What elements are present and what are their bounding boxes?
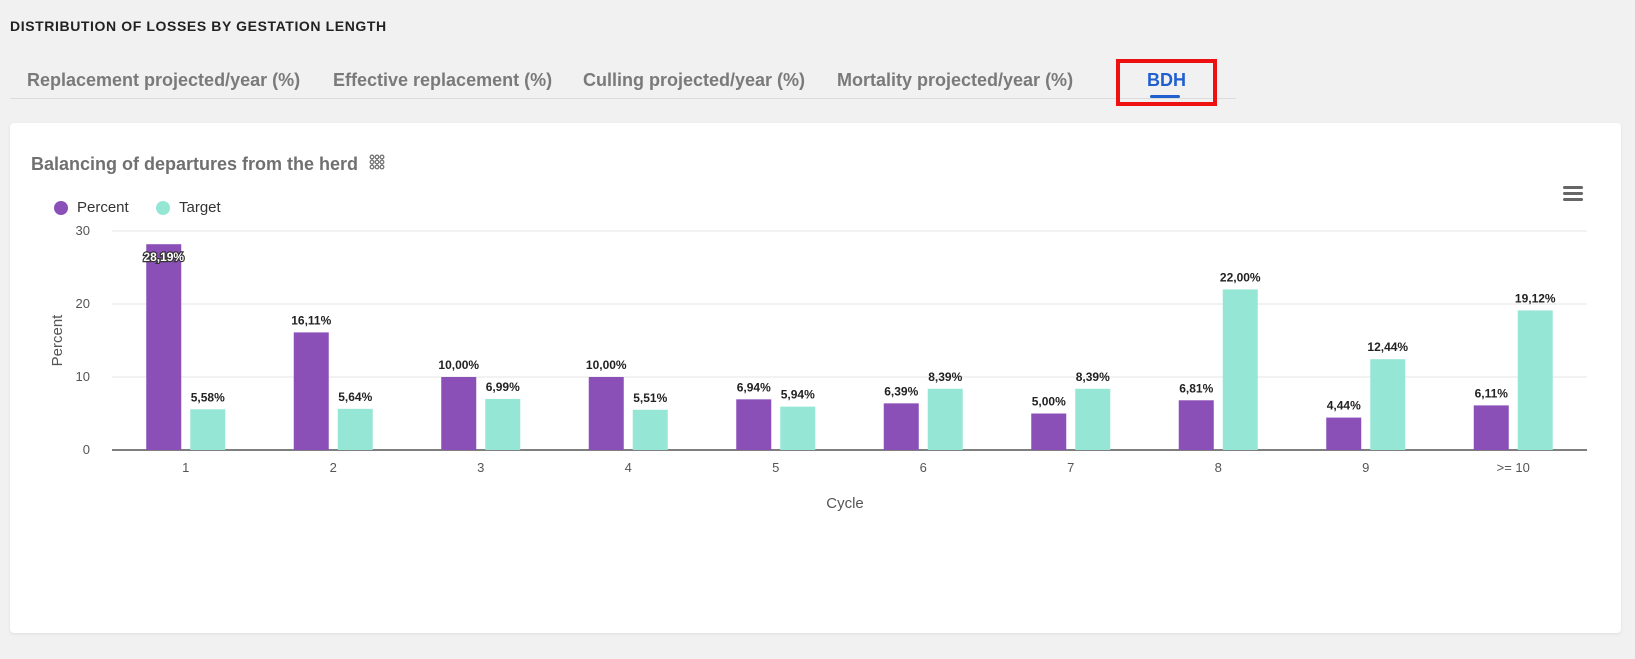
data-label-percent: 28,19% [143, 250, 184, 264]
data-label-percent: 4,44% [1327, 399, 1361, 413]
grid-icon[interactable] [369, 154, 385, 170]
bar-chart: 0 10 20 30 1 28,19% 5,58% 2 16,11% 5,64% 3 10,00% 6,… [49, 223, 1587, 512]
data-label-target: 19,12% [1515, 291, 1556, 305]
bar-target[interactable] [1370, 359, 1406, 450]
bar-percent[interactable] [883, 403, 919, 450]
data-label-target: 12,44% [1367, 340, 1408, 354]
tab-mortality-projected[interactable]: Mortality projected/year (%) [837, 70, 1074, 90]
y-tick-label: 20 [76, 296, 90, 311]
data-label-percent: 6,94% [737, 380, 771, 394]
x-tick-label: 1 [182, 460, 189, 475]
bar-percent[interactable] [293, 332, 329, 450]
data-label-target: 5,51% [633, 391, 667, 405]
data-label-target: 8,39% [928, 370, 962, 384]
data-label-target: 5,94% [781, 388, 815, 402]
data-label-percent: 6,11% [1475, 386, 1509, 400]
bar-target[interactable] [485, 398, 521, 450]
data-label-target: 8,39% [1076, 370, 1110, 384]
x-tick-label: 9 [1362, 460, 1369, 475]
legend-label-percent: Percent [77, 199, 129, 216]
x-tick-label: 6 [920, 460, 927, 475]
x-tick-label: >= 10 [1497, 460, 1530, 475]
legend-swatch-target [156, 201, 170, 215]
active-tab-indicator [1150, 95, 1180, 98]
highlight-box [1116, 59, 1217, 106]
data-label-percent: 16,11% [291, 313, 331, 327]
chart-title: Balancing of departures from the herd [31, 154, 359, 174]
data-label-percent: 5,00% [1032, 395, 1066, 409]
bar-percent[interactable] [441, 377, 477, 450]
bar-target[interactable] [190, 409, 226, 450]
x-tick-label: 4 [625, 460, 632, 475]
x-tick-label: 8 [1215, 460, 1222, 475]
legend-label-target: Target [179, 199, 221, 216]
y-axis-title: Percent [49, 314, 66, 367]
bar-percent[interactable] [1178, 400, 1214, 450]
bar-target[interactable] [927, 388, 963, 450]
data-label-target: 22,00% [1220, 270, 1261, 284]
bar-percent[interactable] [588, 377, 624, 450]
x-tick-label: 2 [330, 460, 337, 475]
tab-culling-projected[interactable]: Culling projected/year (%) [583, 70, 806, 90]
data-label-percent: 6,39% [884, 384, 918, 398]
tab-bar: Replacement projected/year (%) Effective… [10, 56, 1236, 99]
tab-bdh[interactable]: BDH [1147, 70, 1186, 90]
x-tick-label: 5 [772, 460, 779, 475]
bar-percent[interactable] [1473, 405, 1509, 450]
y-tick-label: 0 [83, 442, 90, 457]
x-tick-label: 7 [1067, 460, 1074, 475]
y-tick-label: 10 [76, 369, 90, 384]
bar-percent[interactable] [1326, 417, 1362, 450]
bar-target[interactable] [632, 409, 668, 450]
bar-percent[interactable] [736, 399, 772, 450]
data-label-target: 6,99% [486, 380, 520, 394]
y-tick-label: 30 [76, 223, 90, 238]
hamburger-menu-icon[interactable] [1562, 184, 1584, 202]
data-label-target: 5,64% [338, 390, 372, 404]
data-label-percent: 6,81% [1179, 381, 1213, 395]
bar-target[interactable] [1075, 388, 1111, 450]
bar-target[interactable] [337, 408, 373, 450]
data-label-target: 5,58% [191, 390, 225, 404]
tab-effective-replacement[interactable]: Effective replacement (%) [333, 70, 553, 90]
data-label-percent: 10,00% [438, 358, 479, 372]
bar-percent[interactable] [146, 244, 182, 450]
tab-replacement-projected[interactable]: Replacement projected/year (%) [27, 70, 301, 90]
x-tick-label: 3 [477, 460, 484, 475]
bar-percent[interactable] [1031, 413, 1067, 451]
bar-target[interactable] [780, 406, 816, 450]
legend-swatch-percent [54, 201, 68, 215]
bar-target[interactable] [1222, 289, 1258, 450]
bar-target[interactable] [1517, 310, 1553, 450]
section-title: DISTRIBUTION OF LOSSES BY GESTATION LENG… [10, 18, 387, 34]
x-axis-title: Cycle [826, 495, 864, 512]
chart-card: Balancing of departures from the herd Pe… [10, 123, 1621, 633]
data-label-percent: 10,00% [586, 358, 627, 372]
